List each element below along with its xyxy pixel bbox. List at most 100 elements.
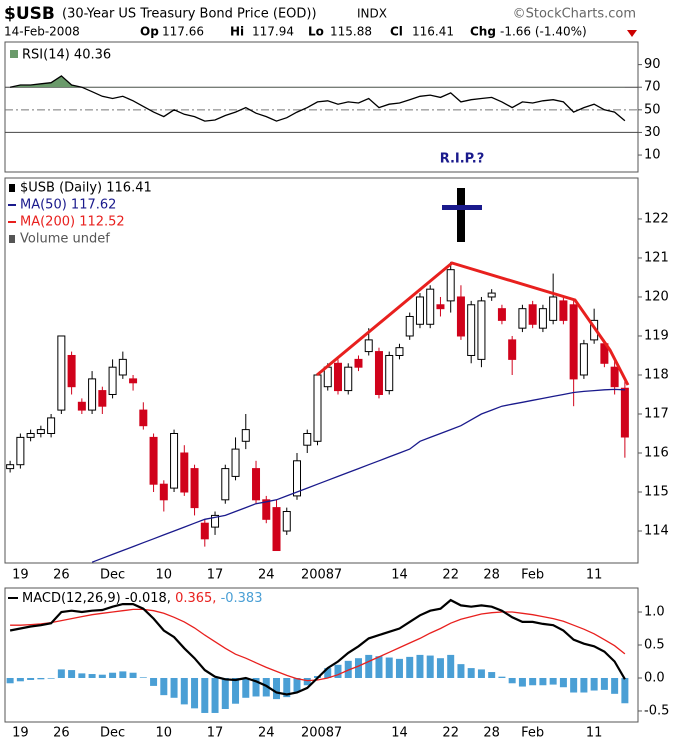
rsi-panel — [4, 41, 639, 173]
histogram-bar — [98, 674, 106, 678]
x-tick-label: 22 — [442, 726, 459, 741]
candle-body — [303, 432, 312, 446]
histogram-bar — [611, 677, 619, 694]
legend: $USB (Daily) 116.41 — [20, 181, 152, 196]
candle-body — [374, 351, 383, 395]
histogram-bar — [457, 664, 465, 678]
y-tick-label: 70 — [644, 80, 661, 95]
candle-body — [354, 358, 363, 368]
histogram-bar — [354, 658, 362, 678]
x-tick-label: 11 — [586, 568, 603, 583]
symbol: $USB — [4, 4, 55, 24]
histogram-bar — [621, 677, 629, 704]
histogram-bar — [365, 654, 373, 678]
candle-body — [364, 339, 373, 353]
quote-value: 117.66 — [162, 25, 204, 39]
histogram-bar — [88, 674, 96, 678]
histogram-bar — [119, 671, 127, 678]
x-tick-label: Feb — [521, 726, 544, 741]
y-tick-label: 119 — [644, 328, 669, 343]
quote-label: Chg — [470, 25, 496, 39]
y-tick-label: -0.5 — [644, 703, 669, 718]
candle-body — [67, 354, 76, 388]
histogram-bar — [559, 677, 567, 688]
legend: MA(200) 112.52 — [20, 215, 125, 230]
x-tick-label: 17 — [207, 568, 224, 583]
candle-body — [395, 347, 404, 356]
trendline — [316, 261, 630, 386]
candle-body — [620, 387, 629, 438]
candle-body — [252, 468, 261, 501]
x-tick-label: Dec — [100, 568, 125, 583]
candle-body — [159, 483, 168, 501]
candle-body — [139, 409, 148, 427]
candle-body — [282, 511, 291, 532]
x-tick-label: 2008 — [301, 568, 334, 583]
x-tick-label: Dec — [100, 726, 125, 741]
histogram-bar — [508, 677, 516, 684]
x-tick-label: 26 — [53, 726, 70, 741]
histogram-bar — [406, 656, 414, 678]
y-tick-label: 117 — [644, 406, 669, 421]
legend: Volume undef — [20, 232, 110, 247]
candle-body — [108, 366, 117, 395]
histogram-bar — [129, 672, 137, 678]
candle-body — [190, 468, 199, 509]
candle-body — [241, 429, 250, 442]
legend-icon — [10, 50, 18, 58]
legend: RSI(14) 40.36 — [22, 48, 111, 63]
candle-body — [549, 296, 558, 321]
histogram-bar — [498, 676, 506, 678]
candle-body — [426, 288, 435, 325]
histogram-bar — [395, 658, 403, 678]
histogram-bar — [436, 658, 444, 678]
histogram-bar — [211, 677, 219, 713]
legend: MA(50) 117.62 — [20, 198, 116, 213]
candle-body — [26, 432, 35, 438]
x-tick-label: 7 — [334, 568, 342, 583]
candle-body — [221, 468, 230, 501]
histogram-bar — [334, 664, 342, 678]
candle-body — [569, 304, 578, 380]
histogram-bar — [262, 677, 270, 697]
candle-body — [36, 429, 45, 434]
x-tick-label: 19 — [12, 726, 29, 741]
candle-body — [180, 452, 189, 493]
legend-entry: 0.365, — [175, 591, 216, 606]
candle-body — [405, 315, 414, 337]
histogram-bar — [27, 677, 35, 680]
candle-body — [610, 366, 619, 388]
x-tick-label: 28 — [483, 726, 500, 741]
histogram-bar — [447, 654, 455, 678]
rsi-line — [9, 75, 626, 122]
cross-vertical — [457, 188, 465, 242]
candle-body — [231, 448, 240, 477]
x-tick-label: 11 — [586, 726, 603, 741]
candle-body — [446, 269, 455, 302]
quote-value: 116.41 — [412, 25, 454, 39]
x-tick-label: 28 — [483, 568, 500, 583]
histogram-bar — [139, 677, 147, 678]
candle-body — [415, 296, 424, 325]
histogram-bar — [488, 672, 496, 678]
histogram-bar — [16, 677, 24, 682]
candle-body — [211, 514, 220, 528]
y-tick-label: 1.0 — [644, 605, 665, 620]
quote-label: Cl — [390, 25, 403, 39]
histogram-bar — [518, 677, 526, 687]
candle-body — [385, 354, 394, 392]
x-tick-label: 2008 — [301, 726, 334, 741]
histogram-bar — [221, 677, 229, 710]
candle-body — [200, 522, 209, 540]
histogram-bar — [477, 669, 485, 678]
legend-entry: -0.018, — [125, 591, 171, 606]
histogram-bar — [600, 677, 608, 690]
histogram-bar — [375, 656, 383, 678]
candle-body — [456, 296, 465, 337]
candle-body — [497, 308, 506, 321]
x-tick-label: 7 — [334, 726, 342, 741]
x-tick-label: 19 — [12, 568, 29, 583]
candle-body — [477, 300, 486, 360]
quote-label: Lo — [308, 25, 324, 39]
histogram-bar — [467, 668, 475, 678]
